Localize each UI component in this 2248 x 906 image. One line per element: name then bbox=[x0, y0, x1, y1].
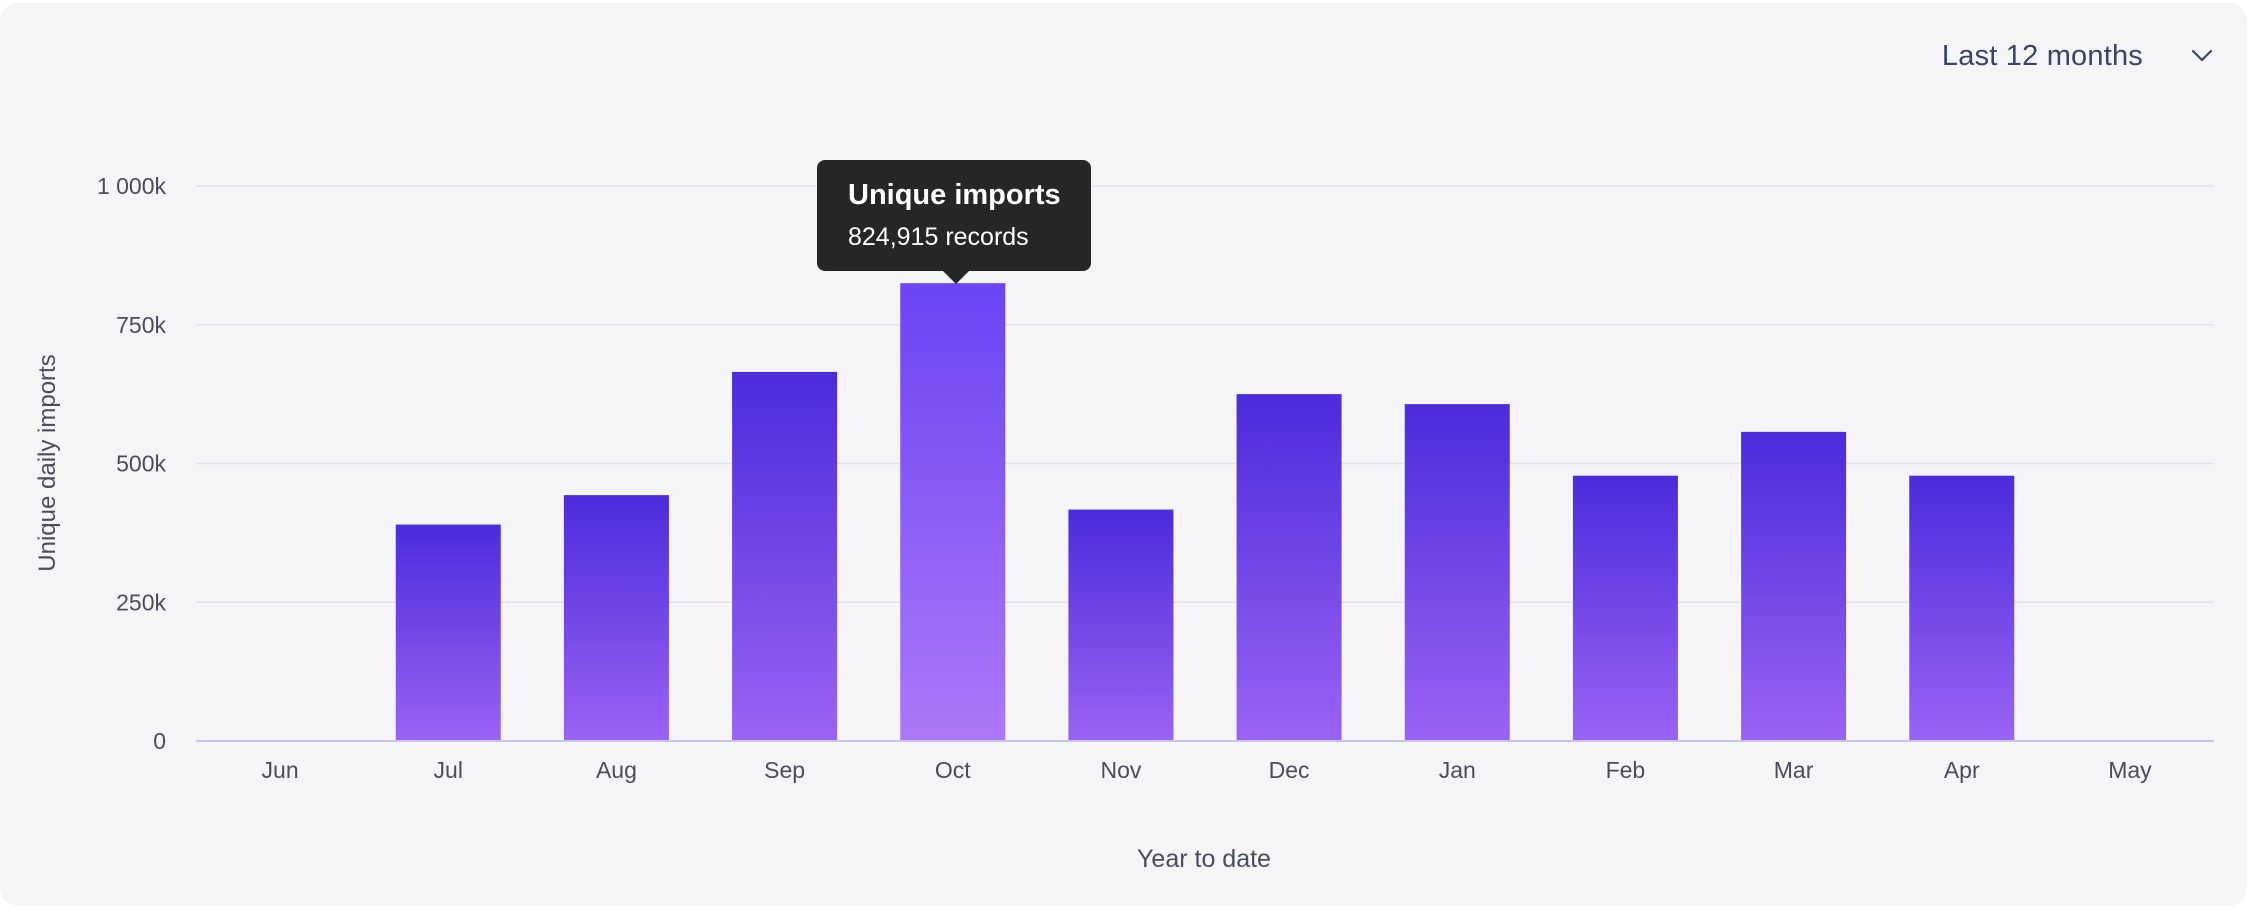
date-range-select[interactable]: Last 12 months bbox=[1942, 31, 2217, 81]
bar-oct[interactable] bbox=[900, 283, 1006, 741]
tooltip-title: Unique imports bbox=[848, 179, 1061, 211]
date-range-label: Last 12 months bbox=[1941, 39, 2143, 72]
x-tick-label: Apr bbox=[1944, 757, 1980, 783]
bar-apr[interactable] bbox=[1909, 475, 2015, 741]
x-tick-label: Nov bbox=[1100, 757, 1141, 783]
y-axis-label: Unique daily imports bbox=[34, 354, 61, 572]
y-tick-label: 1 000k bbox=[97, 173, 167, 199]
y-tick-label: 750k bbox=[116, 312, 166, 338]
bar-sep[interactable] bbox=[732, 371, 838, 741]
x-tick-label: Jul bbox=[434, 757, 463, 783]
x-axis-label: Year to date bbox=[1137, 845, 1271, 873]
grid-lines bbox=[196, 185, 2214, 603]
x-axis-ticks: Jun Jul Aug Sep Oct Nov Dec Jan Feb Mar Apr May bbox=[262, 757, 2153, 783]
bar-jan[interactable] bbox=[1404, 404, 1510, 741]
y-tick-label: 0 bbox=[153, 728, 166, 754]
x-tick-label: Sep bbox=[764, 757, 805, 783]
bar-mar[interactable] bbox=[1741, 431, 1847, 741]
y-tick-label: 500k bbox=[116, 451, 166, 477]
y-axis-ticks: 0 250k 500k 750k 1 000k bbox=[97, 173, 167, 754]
x-tick-label: Oct bbox=[935, 757, 971, 783]
y-tick-label: 250k bbox=[116, 589, 166, 615]
x-tick-label: Aug bbox=[596, 757, 637, 783]
x-tick-label: May bbox=[2108, 757, 2152, 783]
chevron-down-icon bbox=[2187, 41, 2217, 71]
bar-jul[interactable] bbox=[395, 524, 501, 741]
bar-nov[interactable] bbox=[1068, 509, 1174, 741]
bar-feb[interactable] bbox=[1572, 475, 1678, 741]
x-tick-label: Dec bbox=[1269, 757, 1310, 783]
tooltip-arrow bbox=[943, 271, 969, 284]
x-tick-label: Jan bbox=[1439, 757, 1476, 783]
x-tick-label: Mar bbox=[1774, 757, 1814, 783]
bar-chart: 0 250k 500k 750k 1 000k Jun Jul Aug Sep Oct Nov De… bbox=[97, 173, 2214, 783]
bars bbox=[395, 283, 2015, 741]
bar-tooltip: Unique imports 824,915 records bbox=[817, 160, 1091, 284]
tooltip-value: 824,915 records bbox=[848, 223, 1029, 251]
x-tick-label: Feb bbox=[1606, 757, 1646, 783]
bar-dec[interactable] bbox=[1236, 394, 1342, 741]
bar-aug[interactable] bbox=[563, 495, 669, 741]
x-tick-label: Jun bbox=[262, 757, 299, 783]
chart-card: 0 250k 500k 750k 1 000k Jun Jul Aug Sep Oct Nov De… bbox=[0, 3, 2247, 906]
